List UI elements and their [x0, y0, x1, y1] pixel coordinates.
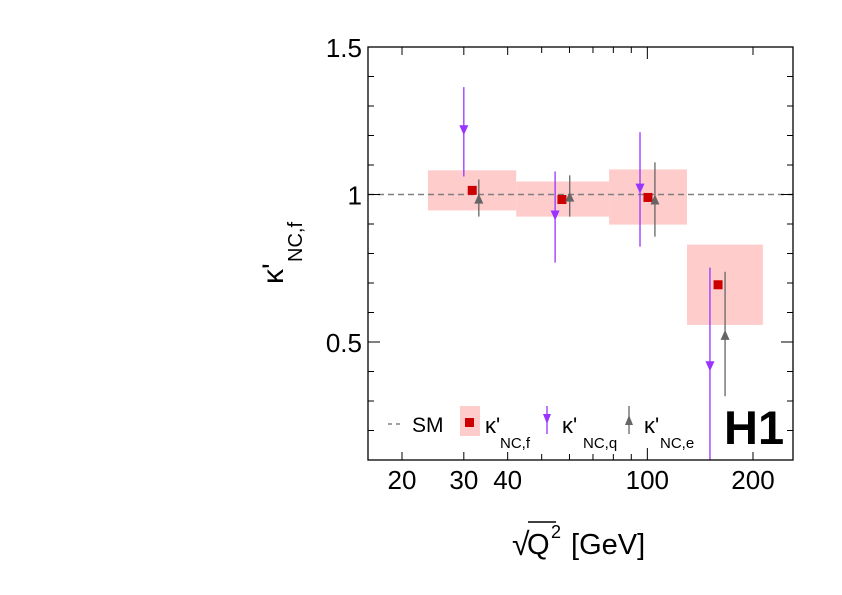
- marker-triangle-up: [720, 329, 730, 340]
- legend-f-label-main: κ': [485, 413, 500, 438]
- marker-triangle-up: [650, 194, 660, 205]
- x-tick-label: 100: [626, 465, 669, 495]
- x-tick-labels: 20 30 40 100 200: [388, 465, 775, 495]
- x-axis-label-sup: 2: [551, 522, 561, 542]
- marker-square: [467, 185, 477, 195]
- marker-triangle-up: [474, 193, 484, 204]
- marker-triangle-down: [459, 125, 469, 136]
- legend-e-marker: [625, 415, 633, 425]
- legend-sm-label: SM: [412, 414, 444, 437]
- axis-ticks: [368, 46, 793, 460]
- error-bars: [463, 87, 726, 460]
- legend-e-label-sub: NC,e: [660, 435, 694, 452]
- x-axis-label-root: √: [512, 526, 530, 562]
- legend-q-label-sub: NC,q: [583, 435, 617, 452]
- marker-square: [713, 280, 723, 290]
- legend-f-label-sub: NC,f: [500, 435, 531, 452]
- data-markers: [459, 125, 730, 372]
- y-axis-label-main: κ': [257, 263, 290, 284]
- x-axis-label-var: Q: [527, 529, 550, 561]
- x-tick-label: 30: [449, 465, 478, 495]
- marker-triangle-up: [565, 191, 575, 202]
- marker-triangle-down: [550, 210, 560, 221]
- legend-q-marker: [543, 414, 551, 424]
- y-tick-labels: 0.5 1 1.5: [326, 33, 362, 358]
- marker-triangle-down: [705, 361, 715, 372]
- marker-triangle-down: [635, 183, 645, 194]
- y-axis-label: κ' NC,f: [257, 222, 307, 284]
- x-tick-label: 40: [493, 465, 522, 495]
- x-tick-label: 20: [388, 465, 417, 495]
- h1-logo: H1: [724, 401, 784, 454]
- x-axis-label-unit: [GeV]: [563, 529, 645, 561]
- legend: SM κ' NC,f κ' NC,q κ' NC,e: [388, 406, 694, 452]
- y-tick-label: 1: [348, 181, 362, 211]
- x-tick-label: 200: [731, 465, 774, 495]
- y-axis-label-sub: NC,f: [285, 222, 307, 262]
- legend-q-label-main: κ': [562, 413, 577, 438]
- x-axis-label: √ Q 2 [GeV]: [512, 521, 645, 562]
- plot-frame: [367, 46, 794, 461]
- marker-square: [557, 195, 567, 205]
- y-tick-label: 0.5: [326, 328, 362, 358]
- y-tick-label: 1.5: [326, 33, 362, 63]
- marker-square: [643, 192, 653, 202]
- legend-e-label-main: κ': [644, 413, 659, 438]
- uncertainty-bands: [427, 169, 763, 325]
- legend-f-marker: [465, 418, 474, 427]
